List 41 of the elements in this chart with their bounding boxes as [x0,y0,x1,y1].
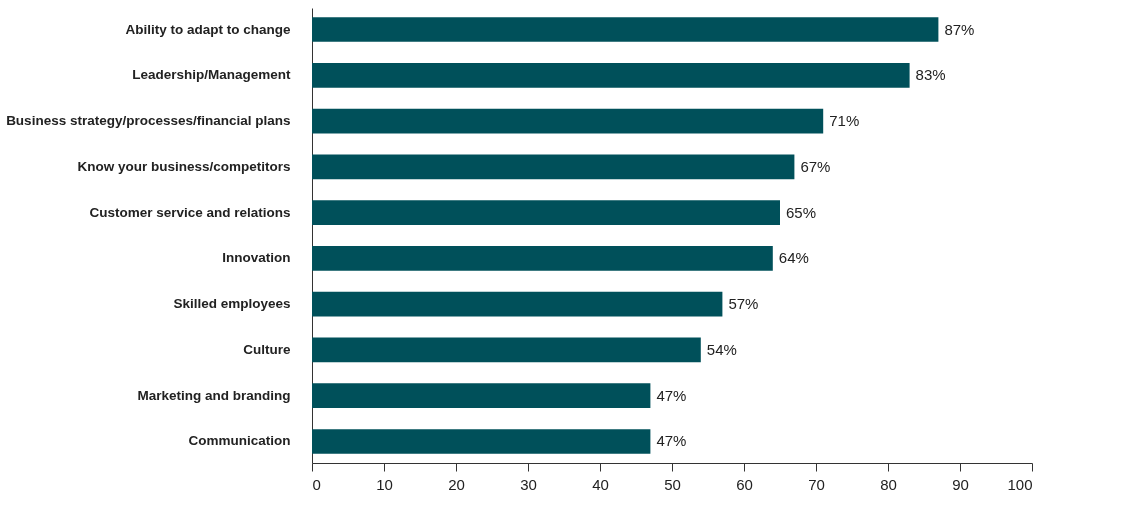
y-tick-label: Marketing and branding [137,387,291,403]
x-tick-label: 40 [592,475,609,493]
bar [312,383,651,409]
data-label: 47% [656,386,687,404]
y-tick-label: Culture [243,341,291,357]
bar [312,337,701,363]
x-tick-label: 80 [880,475,897,493]
data-label: 67% [800,157,831,175]
data-label: 87% [944,20,975,38]
data-label: 64% [778,249,809,267]
data-label: 83% [915,66,946,84]
data-label: 47% [656,432,687,450]
y-tick-label: Leadership/Management [132,67,291,83]
x-tick-label: 90 [952,475,969,493]
bar [312,154,795,180]
data-label: 71% [829,112,860,130]
x-tick-label: 100 [1007,475,1033,493]
bar [312,291,723,317]
y-tick-label: Innovation [222,250,291,266]
bar [312,17,939,42]
x-tick-label: 10 [376,475,393,493]
data-label: 57% [728,295,759,313]
x-tick-label: 60 [736,475,753,493]
bar [312,429,651,454]
data-label: 54% [706,340,737,358]
bar [312,200,780,225]
x-tick-label: 30 [520,475,537,493]
y-tick-label: Communication [188,433,291,449]
x-tick-label: 70 [808,475,825,493]
bar [312,108,824,134]
x-tick-label: 0 [312,475,321,493]
x-tick-label: 50 [664,475,681,493]
data-label: 65% [786,203,817,221]
bar [312,62,910,88]
bar [312,246,773,271]
y-tick-label: Ability to adapt to change [125,21,291,37]
y-tick-label: Know your business/competitors [77,158,291,174]
y-tick-label: Customer service and relations [89,204,291,220]
y-tick-label: Skilled employees [173,296,291,312]
x-tick-label: 20 [448,475,465,493]
y-tick-label: Business strategy/processes/financial plans [6,113,291,129]
